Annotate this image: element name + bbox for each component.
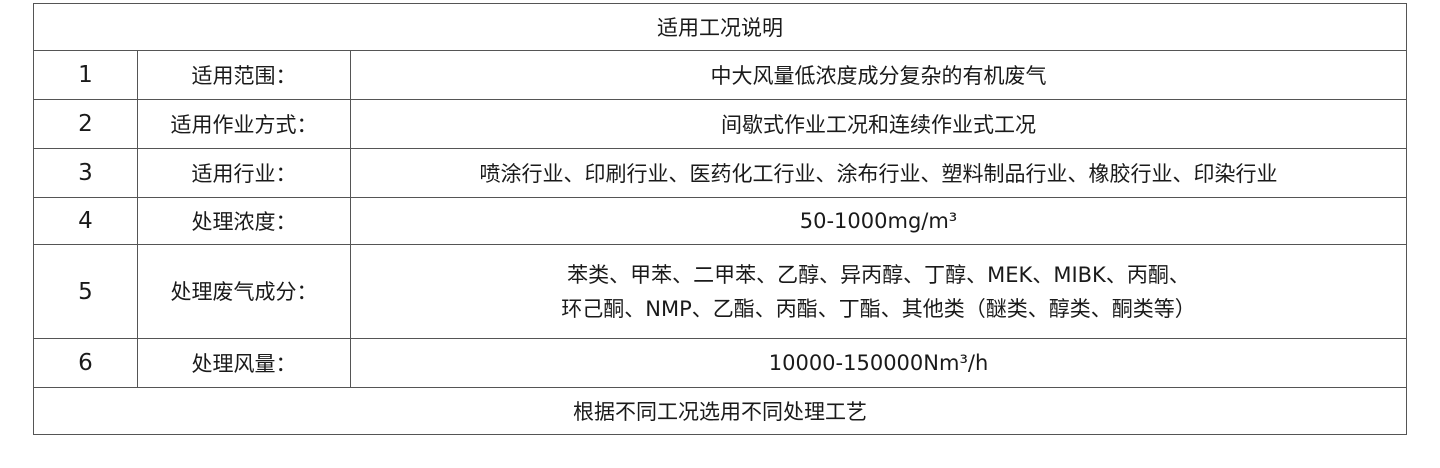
table-footer-row: 根据不同工况选用不同处理工艺 <box>33 387 1407 435</box>
table-title-row: 适用工况说明 <box>33 3 1407 51</box>
row-value-line: 苯类、甲苯、二甲苯、乙醇、异丙醇、丁醇、MEK、MIBK、丙酮、 <box>567 262 1190 287</box>
conditions-table: 适用工况说明 1 适用范围： 中大风量低浓度成分复杂的有机废气 2 适用作业方式… <box>33 3 1407 435</box>
row-number: 6 <box>33 338 138 388</box>
row-value: 中大风量低浓度成分复杂的有机废气 <box>350 50 1407 100</box>
row-label: 适用范围： <box>137 50 351 100</box>
row-value: 苯类、甲苯、二甲苯、乙醇、异丙醇、丁醇、MEK、MIBK、丙酮、 环己酮、NMP… <box>350 244 1407 339</box>
table-row: 6 处理风量： 10000-150000Nm³/h <box>33 338 1407 388</box>
row-value: 50-1000mg/m³ <box>350 197 1407 245</box>
row-number: 2 <box>33 99 138 149</box>
row-label: 适用作业方式： <box>137 99 351 149</box>
row-label: 处理风量： <box>137 338 351 388</box>
row-value: 喷涂行业、印刷行业、医药化工行业、涂布行业、塑料制品行业、橡胶行业、印染行业 <box>350 148 1407 198</box>
row-number: 1 <box>33 50 138 100</box>
table-title: 适用工况说明 <box>33 3 1407 51</box>
row-number: 4 <box>33 197 138 245</box>
table-row: 3 适用行业： 喷涂行业、印刷行业、医药化工行业、涂布行业、塑料制品行业、橡胶行… <box>33 148 1407 198</box>
row-label: 处理废气成分： <box>137 244 351 339</box>
row-label: 适用行业： <box>137 148 351 198</box>
row-number: 5 <box>33 244 138 339</box>
table-footer: 根据不同工况选用不同处理工艺 <box>33 387 1407 435</box>
row-value: 10000-150000Nm³/h <box>350 338 1407 388</box>
row-value: 间歇式作业工况和连续作业式工况 <box>350 99 1407 149</box>
row-label: 处理浓度： <box>137 197 351 245</box>
table-row: 5 处理废气成分： 苯类、甲苯、二甲苯、乙醇、异丙醇、丁醇、MEK、MIBK、丙… <box>33 244 1407 339</box>
row-value-line: 环己酮、NMP、乙酯、丙酯、丁酯、其他类（醚类、醇类、酮类等） <box>561 296 1196 321</box>
table-row: 2 适用作业方式： 间歇式作业工况和连续作业式工况 <box>33 99 1407 149</box>
table-row: 4 处理浓度： 50-1000mg/m³ <box>33 197 1407 245</box>
table-row: 1 适用范围： 中大风量低浓度成分复杂的有机废气 <box>33 50 1407 100</box>
row-number: 3 <box>33 148 138 198</box>
